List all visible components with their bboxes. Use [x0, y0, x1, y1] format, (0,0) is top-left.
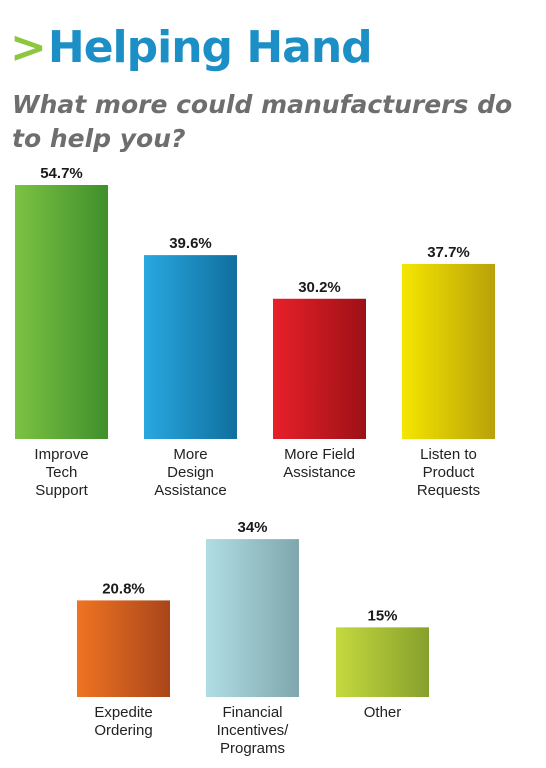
bar-6 — [336, 627, 429, 697]
category-label-4: Expedite Ordering — [94, 704, 152, 739]
category-label-3: Listen to Product Requests — [417, 446, 480, 499]
category-label-2: More Field Assistance — [283, 446, 356, 481]
category-line: Ordering — [94, 722, 152, 739]
title-text: Helping Hand — [47, 22, 373, 73]
value-label-2: 30.2% — [298, 279, 341, 296]
category-line: Listen to — [420, 446, 477, 463]
bar-5 — [206, 539, 299, 697]
value-label-0: 54.7% — [40, 165, 83, 182]
category-line: Design — [167, 464, 214, 481]
chart-subtitle: What more could manufacturers do to help… — [12, 90, 513, 153]
category-line: Other — [364, 704, 402, 721]
category-line: Product — [423, 464, 476, 481]
category-line: Tech — [46, 464, 78, 481]
bar-0 — [15, 185, 108, 439]
category-line: Requests — [417, 482, 480, 499]
category-line: Support — [35, 482, 88, 499]
value-label-4: 20.8% — [102, 580, 145, 597]
category-line: Financial — [222, 704, 282, 721]
bar-2 — [273, 298, 366, 439]
bar-4 — [77, 600, 170, 697]
category-line: Programs — [220, 740, 285, 757]
category-line: More — [173, 446, 207, 463]
chart-title: >Helping Hand — [10, 22, 373, 73]
bar-3 — [402, 263, 495, 439]
category-label-6: Other — [364, 704, 402, 721]
category-line: Assistance — [283, 464, 356, 481]
category-line: More Field — [284, 446, 355, 463]
chevron-icon: > — [10, 22, 47, 73]
category-line: Expedite — [94, 704, 152, 721]
category-label-1: More Design Assistance — [154, 446, 227, 499]
value-label-3: 37.7% — [427, 244, 470, 261]
category-line: Improve — [34, 446, 88, 463]
value-label-6: 15% — [367, 607, 397, 624]
bar-1 — [144, 255, 237, 439]
category-line: Assistance — [154, 482, 227, 499]
value-label-5: 34% — [237, 519, 267, 536]
value-label-1: 39.6% — [169, 235, 212, 252]
category-line: Incentives/ — [217, 722, 290, 739]
category-label-0: Improve Tech Support — [34, 446, 88, 499]
category-label-5: Financial Incentives/Programs — [217, 704, 290, 757]
